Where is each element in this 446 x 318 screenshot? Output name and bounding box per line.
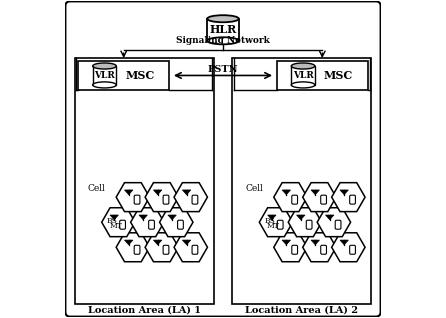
- FancyBboxPatch shape: [134, 245, 140, 254]
- Text: Cell: Cell: [87, 184, 105, 193]
- Polygon shape: [153, 240, 162, 245]
- Polygon shape: [207, 19, 239, 41]
- Polygon shape: [232, 58, 371, 304]
- Polygon shape: [303, 183, 336, 211]
- Polygon shape: [116, 233, 149, 262]
- Polygon shape: [145, 183, 178, 211]
- Polygon shape: [124, 190, 133, 195]
- FancyBboxPatch shape: [292, 195, 297, 204]
- FancyBboxPatch shape: [321, 195, 326, 204]
- Text: HLR: HLR: [209, 24, 237, 35]
- Polygon shape: [75, 58, 214, 304]
- Polygon shape: [332, 183, 365, 211]
- Polygon shape: [153, 190, 162, 195]
- Polygon shape: [182, 240, 191, 245]
- Text: VLR: VLR: [293, 71, 314, 80]
- Polygon shape: [340, 190, 348, 195]
- FancyBboxPatch shape: [66, 1, 380, 317]
- Text: Cell: Cell: [245, 184, 263, 193]
- FancyBboxPatch shape: [163, 195, 169, 204]
- Text: VLR: VLR: [94, 71, 115, 80]
- Ellipse shape: [207, 37, 239, 44]
- Ellipse shape: [291, 82, 315, 88]
- Polygon shape: [282, 190, 290, 195]
- Polygon shape: [340, 240, 348, 245]
- Text: MT: MT: [267, 222, 280, 230]
- Text: MT: MT: [109, 222, 122, 230]
- Polygon shape: [160, 208, 193, 237]
- Polygon shape: [303, 233, 336, 262]
- Polygon shape: [102, 208, 135, 237]
- Text: PSTN: PSTN: [208, 65, 238, 74]
- Polygon shape: [182, 190, 191, 195]
- FancyBboxPatch shape: [78, 61, 169, 90]
- Polygon shape: [274, 233, 307, 262]
- Polygon shape: [259, 208, 293, 237]
- FancyBboxPatch shape: [277, 220, 283, 229]
- Polygon shape: [291, 66, 315, 85]
- Polygon shape: [288, 208, 322, 237]
- Polygon shape: [110, 215, 119, 220]
- Ellipse shape: [93, 63, 116, 69]
- FancyBboxPatch shape: [178, 220, 183, 229]
- FancyBboxPatch shape: [350, 195, 355, 204]
- Polygon shape: [145, 233, 178, 262]
- Text: BS: BS: [264, 217, 275, 225]
- Polygon shape: [317, 208, 351, 237]
- Text: Location Area (LA) 1: Location Area (LA) 1: [88, 306, 201, 315]
- Text: Location Area (LA) 2: Location Area (LA) 2: [245, 306, 358, 315]
- FancyBboxPatch shape: [120, 220, 125, 229]
- Polygon shape: [274, 183, 307, 211]
- FancyBboxPatch shape: [306, 220, 312, 229]
- FancyBboxPatch shape: [149, 220, 154, 229]
- FancyBboxPatch shape: [321, 245, 326, 254]
- Polygon shape: [131, 208, 164, 237]
- Ellipse shape: [93, 82, 116, 88]
- Polygon shape: [168, 215, 176, 220]
- FancyBboxPatch shape: [163, 245, 169, 254]
- Polygon shape: [174, 183, 207, 211]
- FancyBboxPatch shape: [192, 195, 198, 204]
- Polygon shape: [174, 233, 207, 262]
- Polygon shape: [297, 215, 305, 220]
- Polygon shape: [116, 183, 149, 211]
- Polygon shape: [311, 240, 319, 245]
- Polygon shape: [268, 215, 276, 220]
- FancyBboxPatch shape: [134, 195, 140, 204]
- FancyBboxPatch shape: [192, 245, 198, 254]
- Ellipse shape: [207, 15, 239, 22]
- FancyBboxPatch shape: [292, 245, 297, 254]
- FancyBboxPatch shape: [335, 220, 341, 229]
- FancyBboxPatch shape: [350, 245, 355, 254]
- Polygon shape: [326, 215, 334, 220]
- FancyBboxPatch shape: [277, 61, 368, 90]
- Polygon shape: [332, 233, 365, 262]
- Polygon shape: [124, 240, 133, 245]
- Ellipse shape: [291, 63, 315, 69]
- Polygon shape: [139, 215, 147, 220]
- Polygon shape: [282, 240, 290, 245]
- Polygon shape: [93, 66, 116, 85]
- Text: Signaling Network: Signaling Network: [176, 36, 270, 45]
- Text: BS: BS: [107, 217, 118, 225]
- Text: MSC: MSC: [324, 70, 353, 81]
- Text: MSC: MSC: [125, 70, 154, 81]
- Polygon shape: [311, 190, 319, 195]
